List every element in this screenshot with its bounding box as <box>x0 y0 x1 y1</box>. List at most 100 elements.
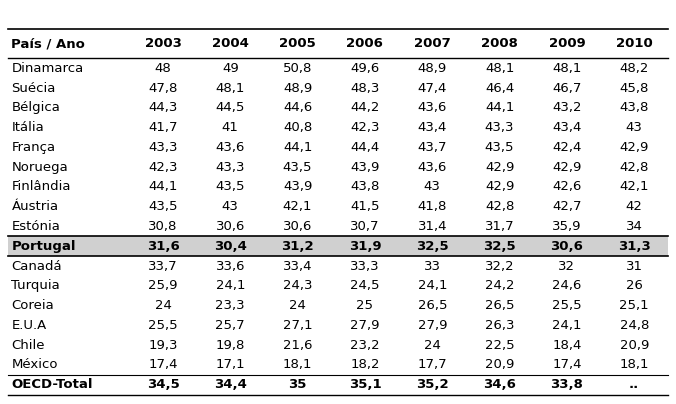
Text: 32: 32 <box>558 259 575 273</box>
Text: Itália: Itália <box>11 121 44 134</box>
Text: 42,3: 42,3 <box>148 161 178 174</box>
Text: 35,2: 35,2 <box>416 378 449 391</box>
Text: 26,5: 26,5 <box>485 299 514 312</box>
Text: 42,6: 42,6 <box>552 181 581 194</box>
Text: 24: 24 <box>155 299 172 312</box>
Text: Finlândia: Finlândia <box>11 181 71 194</box>
Text: Chile: Chile <box>11 339 45 351</box>
Text: 31: 31 <box>626 259 643 273</box>
Text: Dinamarca: Dinamarca <box>11 62 84 75</box>
Text: Suécia: Suécia <box>11 82 56 95</box>
Text: Bélgica: Bélgica <box>11 101 60 114</box>
Text: 43,9: 43,9 <box>283 181 312 194</box>
Text: 31,7: 31,7 <box>485 220 514 233</box>
Text: 30,6: 30,6 <box>216 220 245 233</box>
Text: 31,6: 31,6 <box>147 240 179 253</box>
Text: 47,8: 47,8 <box>148 82 178 95</box>
Text: 35: 35 <box>289 378 307 391</box>
Text: 43,5: 43,5 <box>283 161 312 174</box>
Text: 32,2: 32,2 <box>485 259 514 273</box>
Text: 42,4: 42,4 <box>552 141 581 154</box>
Text: 44,1: 44,1 <box>283 141 312 154</box>
Text: 25,9: 25,9 <box>148 279 178 292</box>
Text: 44,2: 44,2 <box>350 101 380 114</box>
Text: 43,5: 43,5 <box>148 200 178 213</box>
Text: 20,9: 20,9 <box>485 358 514 371</box>
Text: 43: 43 <box>424 181 441 194</box>
Text: 43: 43 <box>222 200 239 213</box>
Text: 2010: 2010 <box>616 38 652 50</box>
Text: 47,4: 47,4 <box>418 82 447 95</box>
Text: 18,2: 18,2 <box>350 358 380 371</box>
Text: 32,5: 32,5 <box>483 240 516 253</box>
Text: 20,9: 20,9 <box>619 339 649 351</box>
Text: 24,6: 24,6 <box>552 279 581 292</box>
Text: 2004: 2004 <box>212 38 249 50</box>
Text: 19,8: 19,8 <box>216 339 245 351</box>
Text: 41,5: 41,5 <box>350 200 380 213</box>
Text: 33,3: 33,3 <box>350 259 380 273</box>
Text: 43,3: 43,3 <box>216 161 245 174</box>
Text: 27,9: 27,9 <box>418 319 447 332</box>
Text: 25,5: 25,5 <box>552 299 582 312</box>
Text: 42,3: 42,3 <box>350 121 380 134</box>
Text: 48: 48 <box>155 62 171 75</box>
Text: 17,4: 17,4 <box>552 358 581 371</box>
Text: 33,6: 33,6 <box>216 259 245 273</box>
Text: 48,2: 48,2 <box>619 62 649 75</box>
Text: 41,8: 41,8 <box>418 200 447 213</box>
Text: 24,1: 24,1 <box>216 279 245 292</box>
Text: 18,4: 18,4 <box>552 339 581 351</box>
Text: 24: 24 <box>289 299 306 312</box>
Text: 35,9: 35,9 <box>552 220 581 233</box>
Text: Portugal: Portugal <box>11 240 76 253</box>
Text: 42,8: 42,8 <box>619 161 649 174</box>
Text: 30,4: 30,4 <box>214 240 247 253</box>
Text: 24,1: 24,1 <box>552 319 581 332</box>
Text: 34,6: 34,6 <box>483 378 516 391</box>
Text: 18,1: 18,1 <box>283 358 312 371</box>
Text: 34,4: 34,4 <box>214 378 247 391</box>
Text: 35,1: 35,1 <box>349 378 381 391</box>
Text: 48,1: 48,1 <box>552 62 581 75</box>
Text: 30,6: 30,6 <box>283 220 312 233</box>
Text: 31,4: 31,4 <box>418 220 447 233</box>
Text: 45,8: 45,8 <box>619 82 649 95</box>
Text: 50,8: 50,8 <box>283 62 312 75</box>
Text: Noruega: Noruega <box>11 161 68 174</box>
Text: 44,4: 44,4 <box>350 141 379 154</box>
Text: 23,3: 23,3 <box>216 299 245 312</box>
Text: 26,5: 26,5 <box>418 299 447 312</box>
Text: 43,9: 43,9 <box>350 161 380 174</box>
Text: 30,6: 30,6 <box>550 240 583 253</box>
Text: 44,5: 44,5 <box>216 101 245 114</box>
Text: 25,1: 25,1 <box>619 299 649 312</box>
Text: 48,9: 48,9 <box>283 82 312 95</box>
Text: 43,8: 43,8 <box>350 181 380 194</box>
Bar <box>8 236 668 256</box>
Text: 43,6: 43,6 <box>418 101 447 114</box>
Text: 19,3: 19,3 <box>148 339 178 351</box>
Text: 27,9: 27,9 <box>350 319 380 332</box>
Text: 24,8: 24,8 <box>619 319 649 332</box>
Text: 34,5: 34,5 <box>147 378 179 391</box>
Text: 44,1: 44,1 <box>485 101 514 114</box>
Text: 24,3: 24,3 <box>283 279 312 292</box>
Text: 42,9: 42,9 <box>485 161 514 174</box>
Text: 43,4: 43,4 <box>552 121 581 134</box>
Text: 26: 26 <box>626 279 643 292</box>
Text: 43: 43 <box>626 121 643 134</box>
Text: 43,2: 43,2 <box>552 101 581 114</box>
Text: 40,8: 40,8 <box>283 121 312 134</box>
Text: OECD-Total: OECD-Total <box>11 378 93 391</box>
Text: 25,5: 25,5 <box>148 319 178 332</box>
Text: 18,1: 18,1 <box>619 358 649 371</box>
Text: 33,7: 33,7 <box>148 259 178 273</box>
Text: 42,9: 42,9 <box>552 161 581 174</box>
Text: 43,4: 43,4 <box>418 121 447 134</box>
Text: 43,6: 43,6 <box>216 141 245 154</box>
Text: Turquia: Turquia <box>11 279 60 292</box>
Text: 42: 42 <box>626 200 643 213</box>
Text: 49: 49 <box>222 62 239 75</box>
Text: 41,7: 41,7 <box>148 121 178 134</box>
